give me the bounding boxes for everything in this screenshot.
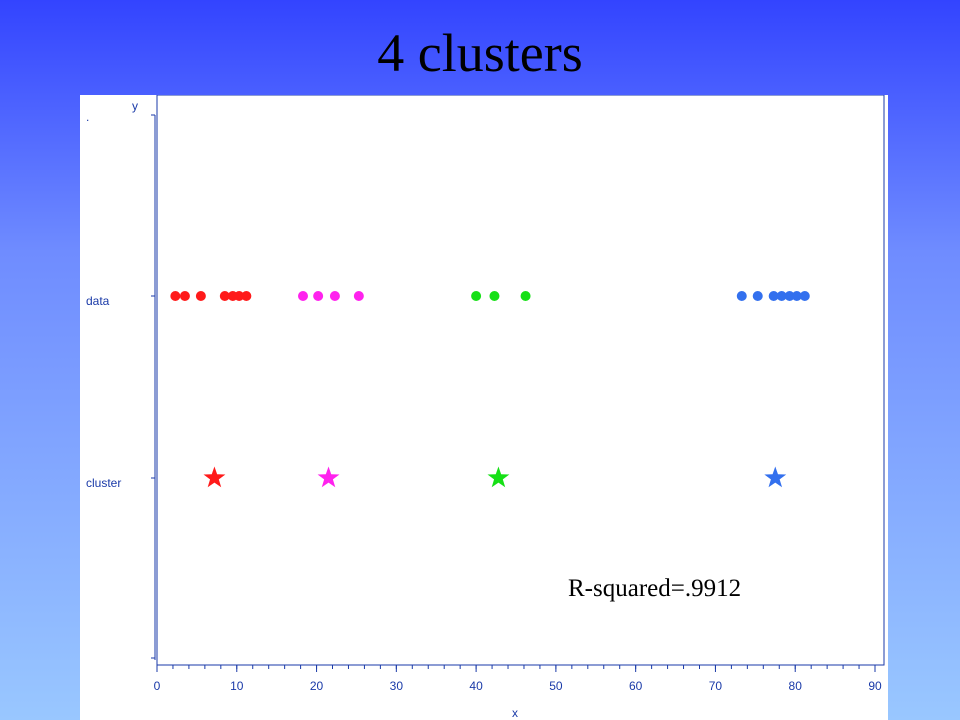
data-point bbox=[784, 291, 795, 301]
x-tick-label: 40 bbox=[469, 679, 483, 693]
data-point bbox=[471, 291, 482, 301]
y-tick-label: cluster bbox=[86, 476, 121, 490]
data-point bbox=[219, 291, 230, 301]
data-point bbox=[297, 291, 308, 301]
x-tick-label: 80 bbox=[789, 679, 803, 693]
data-point bbox=[170, 291, 181, 301]
x-tick-label: 60 bbox=[629, 679, 643, 693]
x-tick-label: 20 bbox=[310, 679, 324, 693]
x-axis-label: x bbox=[512, 706, 518, 720]
y-tick-label: . bbox=[86, 110, 89, 124]
data-point bbox=[241, 291, 252, 301]
chart-panel: . data cluster y 0 10 20 30 40 50 60 70 80 90 x R-squar… bbox=[80, 95, 888, 720]
plot-frame bbox=[156, 95, 885, 666]
slide-title: 4 clusters bbox=[377, 23, 583, 83]
cluster-center-star bbox=[764, 466, 787, 488]
r-squared-annotation: R-squared=.9912 bbox=[568, 575, 741, 602]
data-point bbox=[353, 291, 364, 301]
cluster-center-star bbox=[487, 466, 510, 488]
data-point bbox=[768, 291, 779, 301]
cluster-scatter-chart: . data cluster y 0 10 20 30 40 50 60 70 80 90 x R-squar… bbox=[86, 95, 885, 720]
x-tick-label: 10 bbox=[230, 679, 244, 693]
data-point bbox=[489, 291, 500, 301]
data-point bbox=[752, 291, 763, 301]
cluster-center-star bbox=[317, 466, 340, 488]
x-tick-label: 90 bbox=[868, 679, 882, 693]
data-point bbox=[799, 291, 810, 301]
data-point bbox=[791, 291, 802, 301]
y-axis-label: y bbox=[132, 99, 138, 113]
data-point bbox=[195, 291, 206, 301]
data-point bbox=[179, 291, 190, 301]
y-tick-label: data bbox=[86, 294, 110, 308]
data-point bbox=[234, 291, 245, 301]
data-point bbox=[736, 291, 747, 301]
data-point bbox=[313, 291, 324, 301]
x-tick-label: 50 bbox=[549, 679, 563, 693]
cluster-center-star bbox=[203, 466, 226, 488]
x-tick-label: 70 bbox=[709, 679, 723, 693]
data-point bbox=[329, 291, 340, 301]
x-tick-label: 30 bbox=[390, 679, 404, 693]
data-point bbox=[520, 291, 531, 301]
x-tick-label: 0 bbox=[154, 679, 161, 693]
data-point bbox=[776, 291, 787, 301]
